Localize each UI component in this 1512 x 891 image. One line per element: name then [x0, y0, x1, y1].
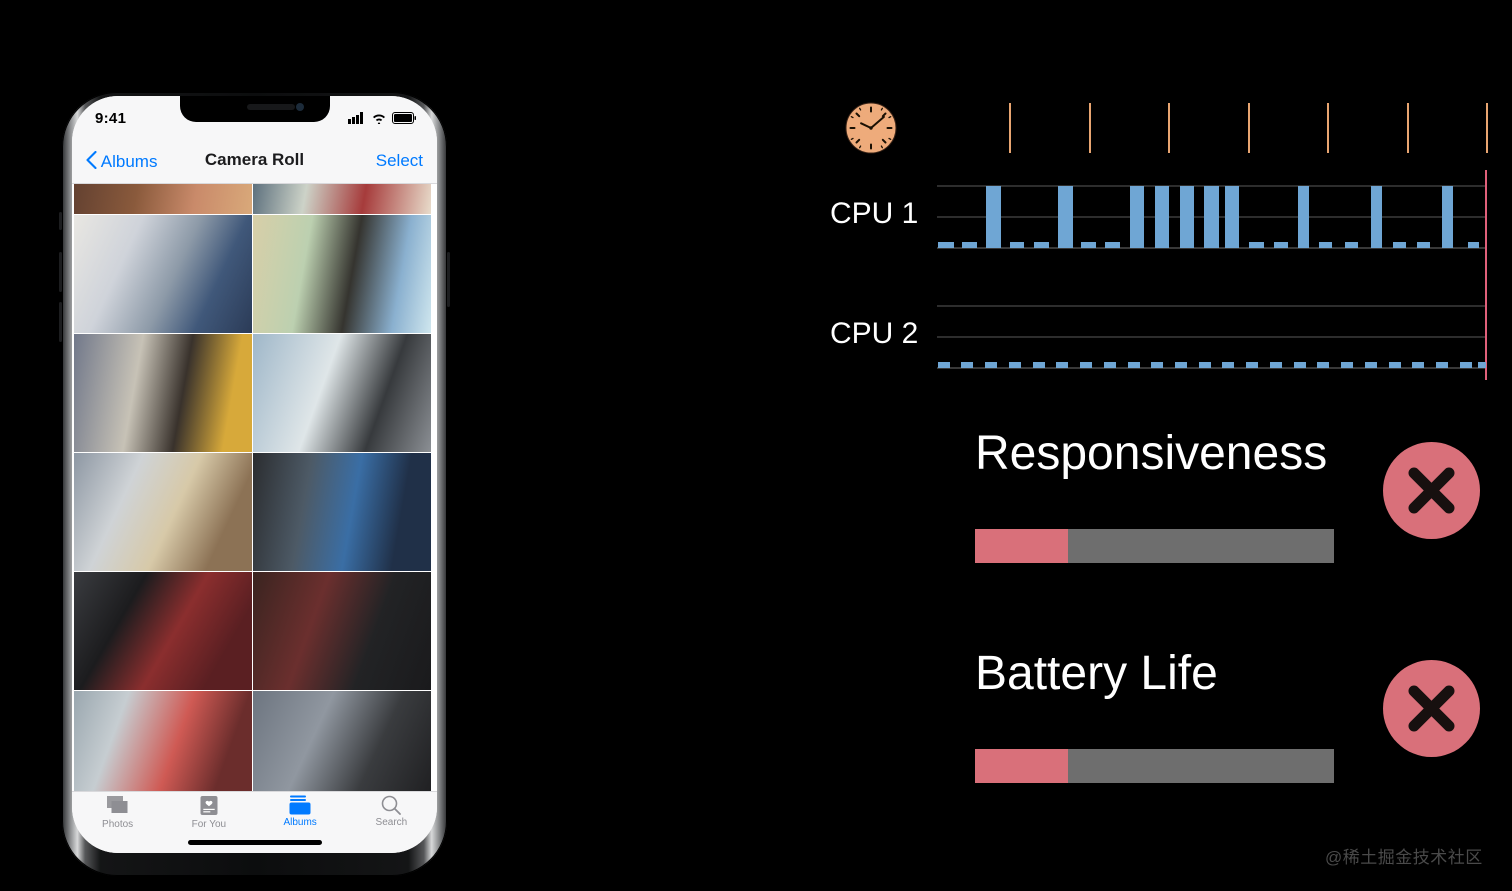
svg-text:CPU 1: CPU 1	[830, 197, 918, 230]
svg-text:CPU 2: CPU 2	[830, 317, 918, 350]
